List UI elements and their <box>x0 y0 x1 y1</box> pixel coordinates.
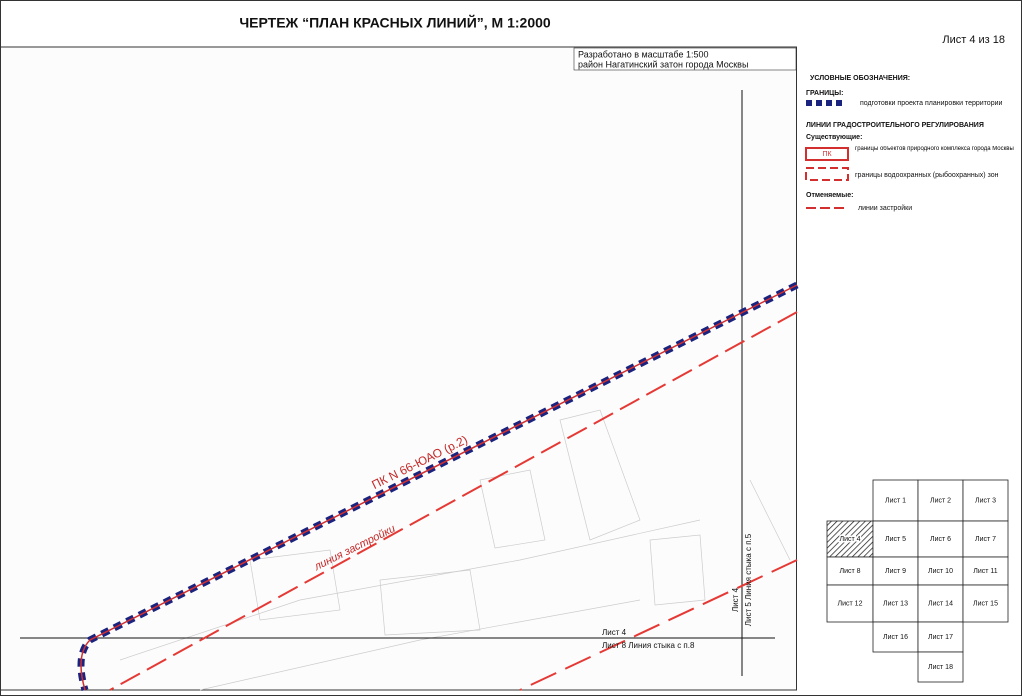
index-label: Лист 3 <box>975 497 996 504</box>
scale-note-box <box>573 47 797 71</box>
index-cell <box>962 584 1009 623</box>
index-label: Лист 11 <box>973 568 998 575</box>
water-zone-line <box>519 559 798 691</box>
index-cell <box>962 479 1009 522</box>
index-label: Лист 4 <box>839 536 860 543</box>
index-cell <box>872 556 919 586</box>
scale-note: район Нагатинский затон города Москвы <box>578 59 748 69</box>
index-label: Лист 5 <box>885 536 906 543</box>
index-label: Лист 8 <box>839 568 860 575</box>
index-label: Лист 15 <box>973 600 998 607</box>
legend-heading: ГРАНИЦЫ: <box>806 90 843 97</box>
index-cell <box>962 520 1009 558</box>
index-cell <box>917 621 964 653</box>
index-cell <box>826 520 874 558</box>
index-cell <box>917 479 964 522</box>
legend-heading: Отменяемые: <box>806 192 853 199</box>
index-label: Лист 6 <box>930 536 951 543</box>
sheet-number: Лист 4 из 18 <box>942 34 1005 46</box>
index-cell <box>917 520 964 558</box>
title: ЧЕРТЕЖ “ПЛАН КРАСНЫХ ЛИНИЙ”, М 1:2000 <box>239 14 551 31</box>
legend-item-box: границы объектов природного комплекса го… <box>855 146 1014 152</box>
index-label: Лист 17 <box>928 634 953 641</box>
index-cell <box>872 621 919 653</box>
index-label: Лист 12 <box>838 600 863 607</box>
legend-symbol <box>805 167 849 181</box>
junction-label: Лист 8 Линия стыка с п.8 <box>602 641 695 650</box>
legend-item: границы объектов природного комплекса го… <box>855 146 1014 152</box>
legend-item: линии застройки <box>858 204 912 212</box>
legend-heading: ЛИНИИ ГРАДОСТРОИТЕЛЬНОГО РЕГУЛИРОВАНИЯ <box>806 122 984 129</box>
index-label: Лист 10 <box>928 568 953 575</box>
legend-title: УСЛОВНЫЕ ОБОЗНАЧЕНИЯ: <box>810 75 910 82</box>
sheet-index: Лист 1 Лист 2 Лист 3 Лист 4 Лист 5 Лист 6 Лист… <box>826 479 1009 683</box>
index-cell <box>917 651 964 683</box>
scale-note: Разработано в масштабе 1:500 <box>578 49 709 59</box>
index-label: Лист 9 <box>885 568 906 575</box>
index-label: Лист 18 <box>928 664 953 671</box>
index-label: Лист 1 <box>885 497 906 504</box>
junction-label: Лист 5 Линия стыка с п.5 <box>744 533 753 626</box>
map-frame <box>0 46 797 691</box>
junction-label: Лист 4 <box>602 628 627 637</box>
red-line <box>80 284 798 691</box>
index-cell <box>962 556 1009 586</box>
index-label: Лист 16 <box>883 634 908 641</box>
index-cell <box>917 556 964 586</box>
map-background <box>119 409 791 691</box>
legend-item: подготовки проекта планировки территории <box>860 100 1002 107</box>
legend-heading: Существующие: <box>806 134 862 141</box>
junction-label: Лист 4 <box>731 587 740 612</box>
legend: УСЛОВНЫЕ ОБОЗНАЧЕНИЯ: ГРАНИЦЫ: подготовк… <box>805 75 1014 212</box>
index-label: Лист 7 <box>975 536 996 543</box>
index-label: Лист 14 <box>928 600 953 607</box>
index-label: Лист 13 <box>883 600 908 607</box>
building-line <box>109 311 798 691</box>
legend-symbol-label: ПК <box>822 151 832 158</box>
index-label: Лист 2 <box>930 497 951 504</box>
legend-item: границы водоохранных (рыбоохранных) зон <box>855 171 999 179</box>
legend-symbol <box>805 147 849 161</box>
